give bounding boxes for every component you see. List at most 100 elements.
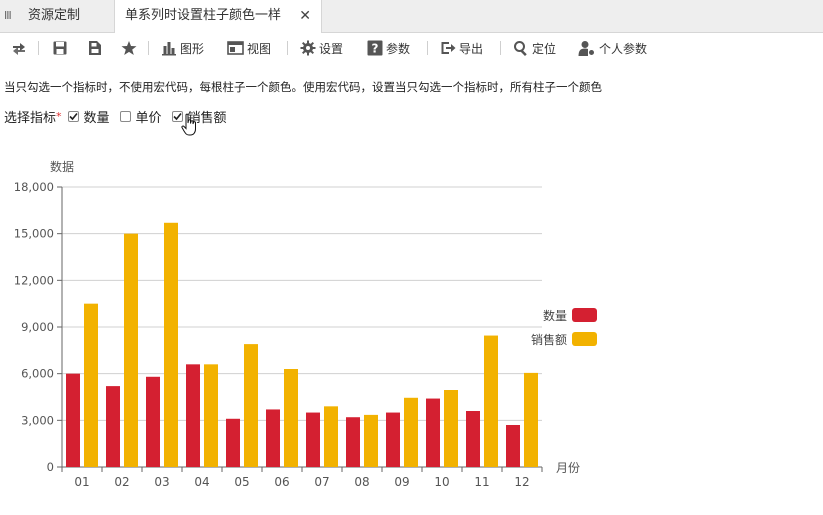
bar-销售额-05: [244, 344, 258, 467]
checkbox-quantity[interactable]: [67, 110, 79, 122]
y-tick-label: 18,000: [14, 180, 54, 194]
bar-数量-04: [186, 364, 200, 467]
option-sales-amount[interactable]: 销售额: [171, 107, 227, 126]
option-label: 单价: [135, 110, 162, 126]
x-tick-label: 01: [74, 475, 89, 489]
settings-button[interactable]: 设置: [300, 37, 343, 59]
tab-current-report[interactable]: 单系列时设置柱子颜色一样 ✕: [114, 0, 322, 33]
toolbar-divider: [500, 41, 501, 55]
legend-label: 数量: [543, 308, 567, 323]
bar-数量-06: [266, 409, 280, 467]
view-button-label: 视图: [247, 41, 272, 56]
refresh-icon: [11, 40, 27, 56]
locate-button[interactable]: 定位: [513, 37, 556, 59]
params-button-label: 参数: [386, 41, 411, 56]
x-tick-label: 06: [274, 475, 289, 489]
save-as-button[interactable]: [87, 37, 103, 59]
option-label: 数量: [83, 110, 110, 126]
checkbox-sales-amount[interactable]: [171, 110, 183, 122]
x-tick-label: 10: [434, 475, 449, 489]
tab-label: 资源定制: [28, 8, 81, 23]
locate-icon: [513, 40, 529, 56]
tab-menu-handle[interactable]: III: [4, 9, 12, 22]
option-quantity[interactable]: 数量: [67, 107, 110, 126]
bar-数量-02: [106, 386, 120, 467]
gear-icon: [300, 40, 316, 56]
legend-swatch: [572, 308, 597, 322]
x-tick-label: 12: [514, 475, 529, 489]
bar-数量-03: [146, 376, 160, 467]
chart-button[interactable]: 图形: [161, 37, 204, 59]
bar-销售额-02: [124, 233, 138, 467]
bar-数量-07: [306, 412, 320, 467]
toolbar-divider: [287, 41, 288, 55]
user-params-icon: [578, 40, 596, 56]
indicator-selector: 选择指标 * 数量 单价 销售额: [4, 107, 237, 126]
bar-数量-11: [466, 411, 480, 467]
toolbar-divider: [427, 41, 428, 55]
x-tick-label: 11: [474, 475, 489, 489]
required-mark: *: [56, 109, 62, 123]
y-tick-label: 6,000: [21, 367, 54, 381]
y-tick-label: 9,000: [21, 320, 54, 334]
y-tick-label: 0: [47, 460, 54, 474]
params-button[interactable]: ? 参数: [367, 37, 410, 59]
favorite-button[interactable]: [121, 37, 137, 59]
help-icon: ?: [367, 40, 383, 56]
legend-label: 销售额: [531, 332, 567, 347]
toolbar-divider: [38, 41, 39, 55]
bar-数量-01: [66, 373, 80, 467]
option-label: 销售额: [187, 110, 227, 126]
bar-销售额-07: [324, 406, 338, 467]
bar-销售额-01: [84, 303, 98, 467]
toolbar-divider: [148, 41, 149, 55]
user-params-button[interactable]: 个人参数: [578, 37, 647, 59]
tab-bar: III 资源定制 单系列时设置柱子颜色一样 ✕: [0, 0, 823, 33]
export-button-label: 导出: [459, 41, 484, 56]
tab-resource-custom[interactable]: 资源定制: [18, 0, 114, 32]
user-params-button-label: 个人参数: [599, 41, 648, 56]
x-tick-label: 07: [314, 475, 329, 489]
x-tick-label: 04: [194, 475, 209, 489]
save-button[interactable]: [52, 37, 68, 59]
y-axis-title: 数据: [50, 159, 74, 174]
bar-数量-10: [426, 398, 440, 467]
bar-销售额-03: [164, 222, 178, 467]
option-unit-price[interactable]: 单价: [119, 107, 162, 126]
svg-text:?: ?: [372, 42, 379, 56]
tab-label: 单系列时设置柱子颜色一样: [125, 8, 282, 23]
view-icon: [227, 40, 244, 56]
legend-swatch: [572, 332, 597, 346]
bar-数量-12: [506, 425, 520, 467]
bar-数量-09: [386, 412, 400, 467]
star-icon: [121, 40, 137, 56]
bar-销售额-08: [364, 414, 378, 467]
y-tick-label: 15,000: [14, 227, 54, 241]
x-axis-title: 月份: [556, 461, 580, 475]
settings-button-label: 设置: [319, 41, 344, 56]
save-icon: [52, 40, 68, 56]
x-tick-label: 08: [354, 475, 369, 489]
bar-数量-08: [346, 417, 360, 467]
checkbox-unit-price[interactable]: [119, 110, 131, 122]
bar-数量-05: [226, 418, 240, 467]
bar-销售额-06: [284, 369, 298, 467]
x-tick-label: 02: [114, 475, 129, 489]
toolbar: 图形 视图 设置 ? 参数 导出 定位 个人参数: [0, 33, 823, 63]
close-icon[interactable]: ✕: [299, 8, 311, 24]
refresh-button[interactable]: [11, 37, 27, 59]
bar-销售额-11: [484, 335, 498, 467]
bar-销售额-12: [524, 372, 538, 467]
hand-cursor-icon: [181, 113, 199, 141]
x-tick-label: 09: [394, 475, 409, 489]
export-icon: [440, 40, 456, 56]
view-button[interactable]: 视图: [227, 37, 271, 59]
chart-button-label: 图形: [180, 41, 205, 56]
bar-销售额-04: [204, 364, 218, 467]
y-tick-label: 12,000: [14, 273, 54, 287]
export-button[interactable]: 导出: [440, 37, 483, 59]
report-description: 当只勾选一个指标时，不使用宏代码，每根柱子一个颜色。使用宏代码，设置当只勾选一个…: [4, 80, 602, 94]
save-as-icon: [87, 40, 103, 56]
chart-icon: [161, 40, 177, 56]
